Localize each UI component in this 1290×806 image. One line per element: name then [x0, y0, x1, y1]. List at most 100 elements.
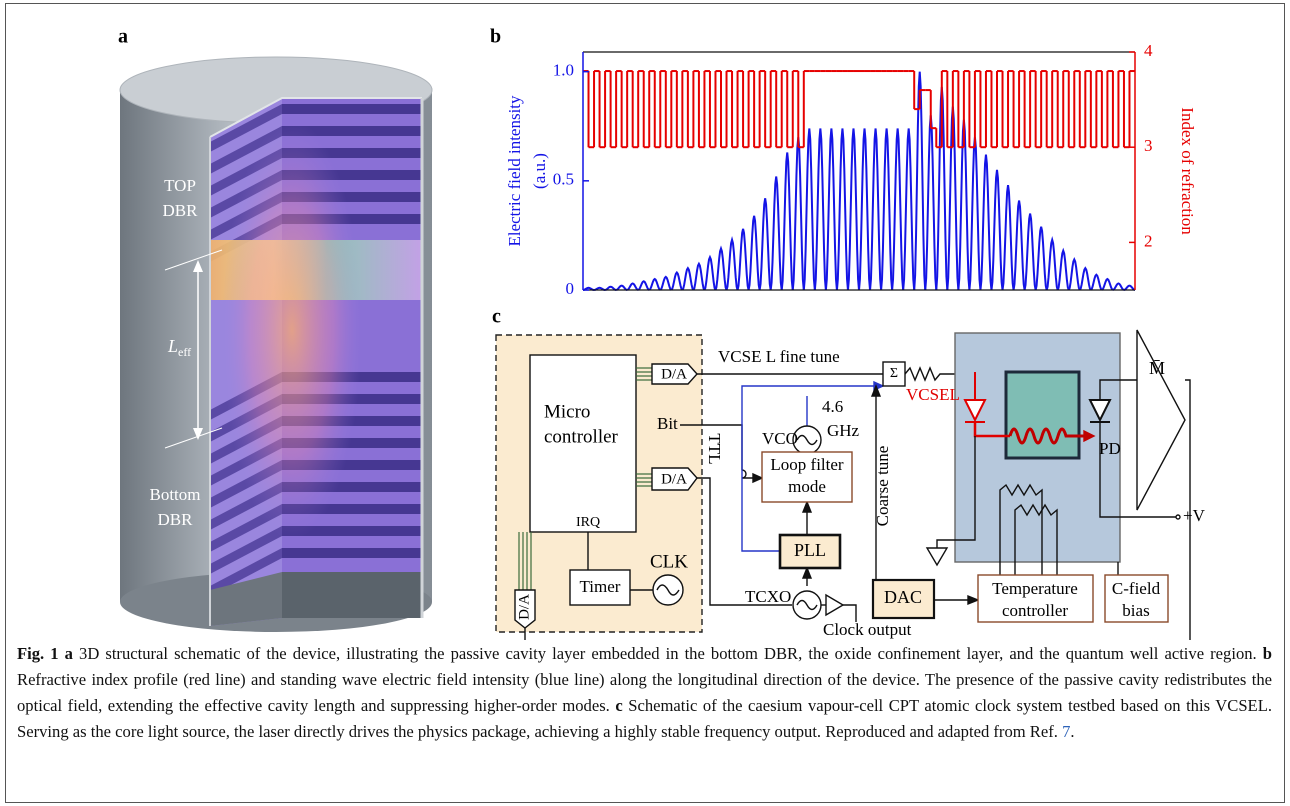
field-lobe	[1058, 251, 1069, 290]
field-lobe	[771, 176, 782, 290]
label: Bit	[657, 414, 678, 433]
field-lobe	[760, 198, 771, 290]
field-lobe	[870, 128, 881, 290]
y-axis-label: (a.u.)	[530, 153, 549, 189]
field-glow	[222, 120, 362, 540]
label: PD	[1099, 439, 1121, 458]
figure-label: Fig. 1	[17, 644, 59, 663]
label: bias	[1122, 601, 1149, 620]
part-letter: a	[65, 644, 73, 663]
label: +V	[1183, 506, 1206, 525]
label: VCSE L fine tune	[718, 347, 840, 366]
top-dbr-label: DBR	[163, 201, 199, 220]
field-lobe	[826, 128, 837, 290]
field-lobe	[1124, 286, 1135, 290]
figure: a b c TOP DBR Leff Bottom DBR 00.51.0234…	[0, 0, 1290, 640]
terminal	[1176, 515, 1180, 519]
field-lobe	[638, 281, 649, 290]
label: VCO	[762, 429, 798, 448]
part-letter: b	[1263, 644, 1272, 663]
amplifier	[1137, 330, 1185, 510]
y-tick-label: 0	[566, 279, 575, 298]
top-dbr-label: TOP	[164, 176, 196, 195]
bottom-dbr-label: Bottom	[149, 485, 200, 504]
bottom-dbr-label: DBR	[158, 510, 194, 529]
label: 4.6	[822, 397, 843, 416]
field-lobe	[727, 240, 738, 290]
label: Loop filter	[770, 455, 844, 474]
arrow-head	[803, 568, 811, 578]
device-illustration: TOP DBR Leff Bottom DBR	[120, 57, 432, 632]
vapour-cell	[1006, 372, 1079, 458]
y2-tick-label: 2	[1144, 231, 1153, 250]
field-lobe	[848, 128, 859, 290]
panel-letter: a	[118, 26, 128, 48]
label: controller	[1002, 601, 1068, 620]
arrow-head	[753, 474, 762, 482]
field-lobe	[715, 249, 726, 290]
y2-tick-label: 4	[1144, 41, 1153, 60]
field-lobe	[671, 273, 682, 290]
label: Σ	[890, 366, 898, 381]
field-lobe	[1102, 279, 1113, 290]
label: D/A	[516, 594, 532, 620]
field-lobe	[1091, 275, 1102, 290]
field-lobe	[682, 268, 693, 290]
label: TCXO	[745, 587, 791, 606]
caption-text: .	[1070, 722, 1074, 741]
label: TTL	[705, 433, 724, 464]
dbr-stripe	[282, 104, 422, 114]
field-lobe	[1113, 283, 1124, 290]
y-tick-label: 1.0	[553, 61, 574, 80]
figure-page: a b c TOP DBR Leff Bottom DBR 00.51.0234…	[0, 0, 1290, 806]
dbr-stripe	[282, 548, 422, 558]
label: Timer	[580, 577, 621, 596]
y2-axis-label: Index of refraction	[1178, 107, 1197, 235]
field-lobe	[1080, 268, 1091, 290]
field-lobe	[660, 277, 671, 290]
field-lobe	[980, 155, 991, 290]
field-lobe	[881, 128, 892, 290]
arrow-head	[803, 502, 811, 512]
panel-letter: c	[492, 306, 501, 328]
y-tick-label: 0.5	[553, 170, 574, 189]
label: M̄	[1149, 358, 1165, 378]
field-lobe	[804, 128, 815, 290]
field-lobe	[859, 128, 870, 290]
label: Micro	[544, 401, 590, 422]
label: controller	[544, 426, 619, 447]
field-lobe	[815, 128, 826, 290]
caption: Fig. 1 a 3D structural schematic of the …	[17, 641, 1272, 745]
field-lobe	[704, 257, 715, 290]
label: VCSEL	[906, 385, 960, 404]
label: Clock output	[823, 620, 912, 639]
field-lobe	[837, 128, 848, 290]
caption-text: 3D structural schematic of the device, i…	[79, 644, 1257, 663]
field-lobe	[1047, 240, 1058, 290]
label: Coarse tune	[873, 446, 892, 527]
field-lobe	[903, 128, 914, 290]
label: D/A	[661, 471, 687, 487]
field-lobe	[649, 279, 660, 290]
field-lobe	[1003, 185, 1014, 290]
arrow-head	[968, 596, 978, 604]
label: CLK	[650, 551, 688, 572]
y-axis-label: Electric field intensity	[505, 95, 524, 247]
label: mode	[788, 477, 826, 496]
label: PLL	[794, 540, 826, 560]
field-lobe	[782, 152, 793, 290]
field-lobe	[969, 137, 980, 290]
label: D/A	[661, 366, 687, 382]
field-lobe	[1036, 227, 1047, 290]
part-letter: c	[615, 696, 622, 715]
field-lobe	[627, 283, 638, 290]
panel-letter: b	[490, 26, 501, 48]
field-lobe	[991, 170, 1002, 290]
core-front	[282, 572, 422, 618]
field-lobe	[1025, 214, 1036, 290]
field-lobe	[1014, 200, 1025, 290]
field-lobe	[1069, 259, 1080, 290]
field-lobe	[738, 229, 749, 290]
ground	[927, 548, 947, 565]
